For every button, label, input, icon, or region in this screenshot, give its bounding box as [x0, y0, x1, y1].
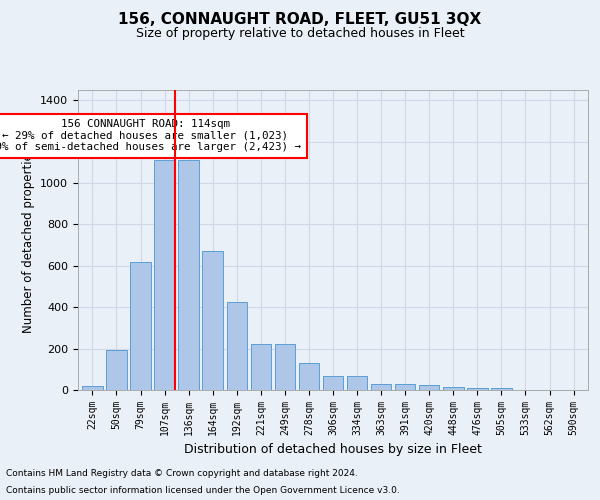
Bar — [251, 344, 271, 390]
Bar — [106, 350, 127, 390]
Bar — [491, 388, 512, 390]
Bar — [275, 344, 295, 390]
Y-axis label: Number of detached properties: Number of detached properties — [22, 147, 35, 333]
Bar — [395, 384, 415, 390]
Bar — [227, 302, 247, 390]
Bar — [323, 376, 343, 390]
Bar — [299, 363, 319, 390]
Bar — [130, 262, 151, 390]
Bar — [371, 384, 391, 390]
Text: 156, CONNAUGHT ROAD, FLEET, GU51 3QX: 156, CONNAUGHT ROAD, FLEET, GU51 3QX — [118, 12, 482, 28]
Text: 156 CONNAUGHT ROAD: 114sqm
← 29% of detached houses are smaller (1,023)
69% of s: 156 CONNAUGHT ROAD: 114sqm ← 29% of deta… — [0, 119, 301, 152]
Bar — [467, 388, 488, 390]
X-axis label: Distribution of detached houses by size in Fleet: Distribution of detached houses by size … — [184, 444, 482, 456]
Text: Contains public sector information licensed under the Open Government Licence v3: Contains public sector information licen… — [6, 486, 400, 495]
Bar — [347, 376, 367, 390]
Bar — [443, 387, 464, 390]
Bar — [419, 385, 439, 390]
Text: Size of property relative to detached houses in Fleet: Size of property relative to detached ho… — [136, 28, 464, 40]
Bar — [178, 160, 199, 390]
Bar — [82, 386, 103, 390]
Bar — [202, 252, 223, 390]
Text: Contains HM Land Registry data © Crown copyright and database right 2024.: Contains HM Land Registry data © Crown c… — [6, 468, 358, 477]
Bar — [154, 160, 175, 390]
